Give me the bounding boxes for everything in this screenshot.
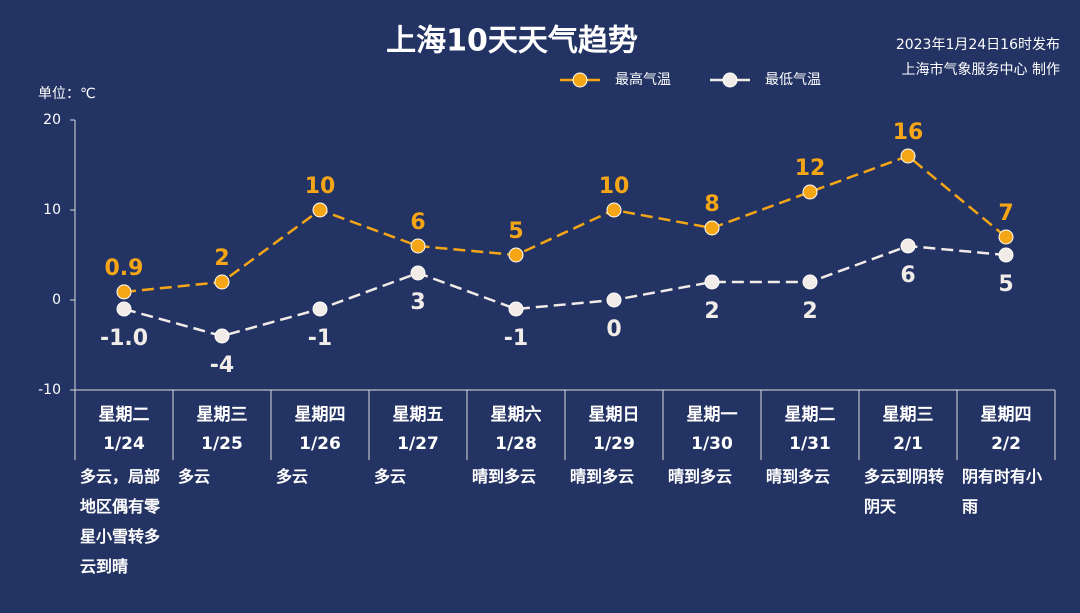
y-tick-label: 10 xyxy=(43,202,61,218)
value-label: 10 xyxy=(305,174,336,199)
point xyxy=(116,284,132,300)
date-label: 2/2 xyxy=(991,434,1021,454)
point xyxy=(802,184,818,200)
value-label: -1 xyxy=(504,326,528,351)
point xyxy=(998,247,1014,263)
point xyxy=(116,301,132,317)
value-label: 2 xyxy=(802,299,817,324)
value-label: 2 xyxy=(704,299,719,324)
date-label: 1/27 xyxy=(397,434,439,454)
issued: 2023年1月24日16时发布 xyxy=(896,37,1060,53)
point xyxy=(606,202,622,218)
value-label: 6 xyxy=(410,210,425,235)
point xyxy=(508,247,524,263)
x-tick-label: 星期三 xyxy=(883,405,934,425)
point xyxy=(802,274,818,290)
x-tick-label: 星期一 xyxy=(687,405,738,425)
point xyxy=(410,265,426,281)
date-label: 1/26 xyxy=(299,434,341,454)
x-tick-label: 星期二 xyxy=(99,405,150,425)
y-tick-label: 0 xyxy=(52,292,61,308)
point xyxy=(410,238,426,254)
value-label: -4 xyxy=(210,353,234,378)
weather-text: 多云到阴转阴天 xyxy=(864,467,945,516)
weather-text: 多云 xyxy=(276,467,309,486)
point xyxy=(704,220,720,236)
weather-text: 晴到多云 xyxy=(668,467,733,486)
weather-text: 晴到多云 xyxy=(570,467,635,486)
y-tick-label: 20 xyxy=(43,112,61,128)
x-tick-label: 星期四 xyxy=(295,405,346,425)
date-label: 1/31 xyxy=(789,434,831,454)
series-line xyxy=(123,154,1007,294)
weather-text: 多云，局部地区偶有零星小雪转多云到晴 xyxy=(80,467,161,576)
value-label: 3 xyxy=(410,290,425,315)
x-tick-label: 星期五 xyxy=(393,405,444,425)
value-label: 12 xyxy=(795,156,826,181)
value-label: 2 xyxy=(214,246,229,271)
date-label: 1/25 xyxy=(201,434,243,454)
date-label: 2/1 xyxy=(893,434,923,454)
point xyxy=(704,274,720,290)
date-label: 1/29 xyxy=(593,434,635,454)
value-label: 6 xyxy=(900,263,915,288)
point xyxy=(214,328,230,344)
series-line xyxy=(123,244,1007,338)
value-label: 0.9 xyxy=(105,256,144,281)
value-label: 0 xyxy=(606,317,621,342)
chart-title: 上海10天天气趋势 xyxy=(386,24,638,59)
x-tick-label: 星期二 xyxy=(785,405,836,425)
point xyxy=(900,238,916,254)
x-tick-label: 星期四 xyxy=(981,405,1032,425)
weather-text: 阴有时有小雨 xyxy=(962,467,1043,516)
x-tick-label: 星期日 xyxy=(589,405,640,425)
date-label: 1/28 xyxy=(495,434,537,454)
weather-text: 晴到多云 xyxy=(472,467,537,486)
legend-marker xyxy=(572,72,588,88)
weather-text: 多云 xyxy=(178,467,211,486)
point xyxy=(312,301,328,317)
unit-label: 单位：℃ xyxy=(38,86,96,102)
y-tick-label: -10 xyxy=(38,382,61,398)
value-label: 5 xyxy=(998,272,1013,297)
value-label: 5 xyxy=(508,219,523,244)
value-label: -1.0 xyxy=(100,326,148,351)
value-label: 8 xyxy=(704,192,719,217)
point xyxy=(900,148,916,164)
point xyxy=(508,301,524,317)
source: 上海市气象服务中心 制作 xyxy=(902,61,1060,78)
x-tick-label: 星期六 xyxy=(491,404,542,425)
weather-text: 多云 xyxy=(374,467,407,486)
x-tick-label: 星期三 xyxy=(197,405,248,425)
value-label: 7 xyxy=(998,201,1013,226)
point xyxy=(312,202,328,218)
legend-label: 最低气温 xyxy=(765,72,821,88)
value-label: -1 xyxy=(308,326,332,351)
point xyxy=(214,274,230,290)
date-label: 1/30 xyxy=(691,434,733,454)
date-label: 1/24 xyxy=(103,434,145,454)
point xyxy=(606,292,622,308)
value-label: 16 xyxy=(893,120,924,145)
weather-text: 晴到多云 xyxy=(766,467,831,486)
point xyxy=(998,229,1014,245)
value-label: 10 xyxy=(599,174,630,199)
legend-label: 最高气温 xyxy=(615,71,671,88)
legend-marker xyxy=(722,72,738,88)
